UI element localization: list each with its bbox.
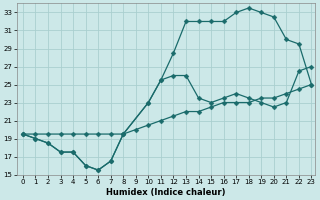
- X-axis label: Humidex (Indice chaleur): Humidex (Indice chaleur): [106, 188, 226, 197]
